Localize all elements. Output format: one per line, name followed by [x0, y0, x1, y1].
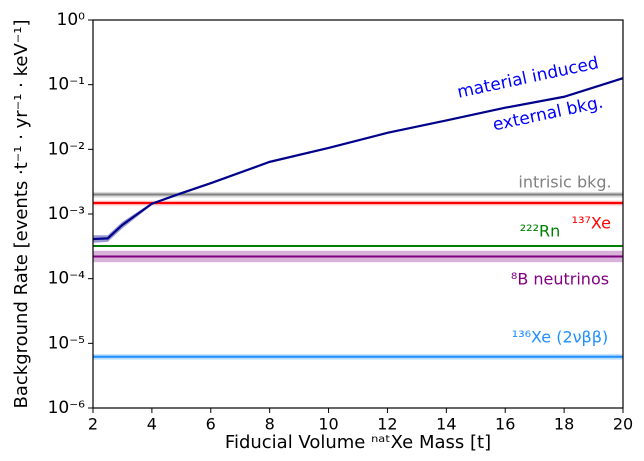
y-tick-label: 10⁻¹ [48, 75, 85, 95]
x-tick-label: 10 [318, 415, 338, 434]
line-label: material induced [455, 53, 600, 103]
y-tick-label: 10⁻² [48, 139, 85, 159]
y-tick-label: 10⁻⁴ [48, 269, 86, 289]
x-tick-label: 6 [206, 415, 216, 434]
y-tick-label: 10⁻⁶ [48, 398, 86, 418]
x-tick-label: 20 [613, 415, 633, 434]
y-tick-label: 10⁰ [57, 10, 86, 30]
x-tick-label: 12 [377, 415, 397, 434]
level-label: intrisic bkg. [518, 173, 611, 192]
x-tick-label: 2 [88, 415, 98, 434]
line-band [93, 202, 152, 243]
y-tick-label: 10⁻⁵ [48, 333, 85, 353]
level-label: ⁸B neutrinos [511, 270, 609, 289]
level-label: ¹³⁶Xe (2νββ) [512, 328, 608, 347]
y-tick-label: 10⁻³ [48, 204, 85, 224]
x-tick-label: 8 [265, 415, 275, 434]
x-tick-label: 4 [147, 415, 157, 434]
x-tick-label: 18 [554, 415, 574, 434]
x-tick-label: 16 [495, 415, 515, 434]
x-tick-label: 14 [436, 415, 456, 434]
level-label: ¹³⁷Xe [572, 214, 611, 233]
y-axis-label: Background Rate [events ·t⁻¹ · yr⁻¹ · ke… [11, 20, 32, 409]
line [92, 77, 624, 241]
x-axis-label: Fiducial Volume ⁿᵃᵗXe Mass [t] [225, 432, 491, 453]
level-label: ²²²Rn [520, 222, 561, 241]
